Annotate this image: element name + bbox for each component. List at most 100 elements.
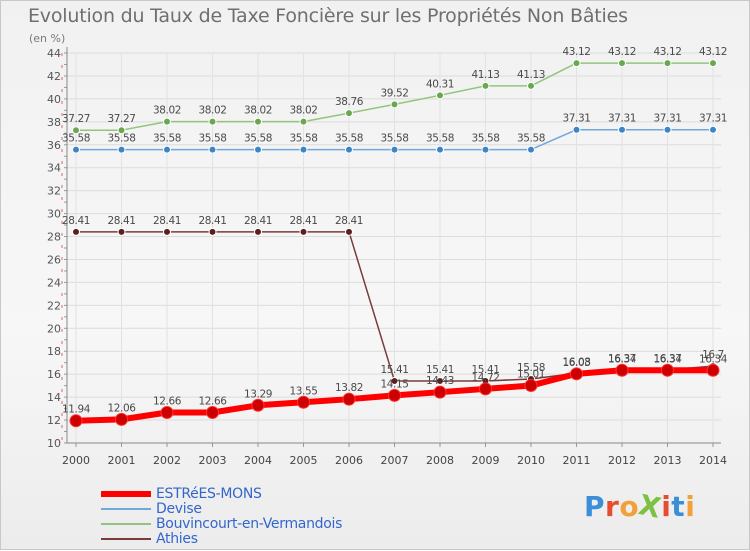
data-point <box>72 227 80 236</box>
x-tick-label: 2009 <box>472 454 500 467</box>
data-point <box>663 59 672 68</box>
y-tick-label: 38 <box>47 116 61 129</box>
data-label: 37.27 <box>107 113 135 125</box>
data-label: 14.72 <box>471 372 499 384</box>
data-point <box>208 227 217 236</box>
data-point <box>706 363 720 377</box>
x-tick-label: 2006 <box>335 454 363 467</box>
data-label: 37.31 <box>653 113 681 125</box>
data-point <box>615 363 629 377</box>
data-point <box>436 376 444 385</box>
legend-label: Devise <box>156 501 202 517</box>
data-label: 28.41 <box>198 215 226 227</box>
data-label: 38.02 <box>153 105 181 117</box>
data-label: 28.41 <box>244 215 272 227</box>
data-point <box>251 398 265 412</box>
legend-swatch <box>101 508 151 510</box>
data-label: 16.34 <box>653 353 682 365</box>
y-tick-label: 30 <box>47 208 61 221</box>
x-tick-label: 2011 <box>563 454 591 467</box>
data-point <box>618 59 626 68</box>
data-label: 35.58 <box>244 133 272 145</box>
chart-title: Evolution du Taux de Taxe Foncière sur l… <box>28 5 628 27</box>
x-tick-label: 2012 <box>608 454 636 467</box>
unit-label: (en %) <box>29 32 66 45</box>
y-tick-label: 42 <box>47 70 61 83</box>
data-point <box>661 363 674 377</box>
data-label: 35.58 <box>335 133 363 145</box>
data-point <box>345 227 353 236</box>
data-point <box>436 145 444 154</box>
data-point <box>117 126 126 135</box>
data-label: 15.41 <box>380 364 408 376</box>
data-label: 15.58 <box>517 362 545 374</box>
x-tick-label: 2013 <box>654 454 682 467</box>
data-label: 35.58 <box>289 133 317 145</box>
x-tick-label: 2002 <box>153 454 181 467</box>
data-point <box>433 385 447 399</box>
legend-label: ESTRéES-MONS <box>156 486 262 502</box>
x-tick-label: 2008 <box>426 454 454 467</box>
y-tick-label: 26 <box>47 253 61 266</box>
y-tick-label: 12 <box>47 414 61 427</box>
legend-swatch <box>101 491 151 497</box>
data-label: 38.02 <box>289 105 317 117</box>
y-tick-label: 34 <box>47 162 61 175</box>
data-point <box>527 145 535 154</box>
data-point <box>208 145 217 154</box>
data-point <box>299 117 308 126</box>
data-point <box>481 145 490 154</box>
x-tick-label: 2001 <box>108 454 136 467</box>
legend-swatch <box>101 538 151 540</box>
data-label: 35.58 <box>198 133 226 145</box>
data-label: 37.31 <box>608 113 636 125</box>
data-label: 28.41 <box>107 215 135 227</box>
data-label: 12.06 <box>107 402 136 414</box>
data-label: 28.41 <box>335 215 363 227</box>
data-label: 38.02 <box>198 105 226 117</box>
data-label: 35.58 <box>153 133 181 145</box>
data-point <box>254 117 262 126</box>
data-label: 39.52 <box>380 87 408 99</box>
data-label: 14.43 <box>426 375 454 387</box>
data-point <box>570 367 583 381</box>
y-tick-label: 16 <box>47 368 61 381</box>
data-point <box>524 379 538 393</box>
data-label: 35.58 <box>380 133 408 145</box>
y-tick-label: 44 <box>47 47 61 60</box>
data-label: 37.31 <box>699 113 727 125</box>
data-point <box>297 395 310 409</box>
data-point <box>208 117 217 126</box>
data-point <box>254 227 262 236</box>
data-point <box>436 91 444 100</box>
data-point <box>388 388 401 402</box>
data-point <box>390 100 399 109</box>
data-point <box>160 405 174 419</box>
data-point <box>206 405 219 419</box>
data-label: 37.31 <box>562 113 590 125</box>
data-label: 43.12 <box>562 46 590 58</box>
y-tick-label: 20 <box>47 322 61 335</box>
data-label: 16.37 <box>653 353 681 365</box>
y-tick-label: 10 <box>47 437 61 450</box>
data-label: 12.66 <box>153 395 182 407</box>
data-label: 43.12 <box>653 46 681 58</box>
x-tick-label: 2000 <box>62 454 90 467</box>
data-label: 15.41 <box>426 364 454 376</box>
data-point <box>572 59 581 68</box>
data-point <box>299 227 308 236</box>
proxiti-logo: ProXiti <box>584 488 696 525</box>
legend-swatch <box>101 523 151 525</box>
data-label: 40.31 <box>426 78 454 90</box>
data-label: 12.66 <box>198 395 227 407</box>
y-tick-label: 28 <box>47 231 61 244</box>
data-point <box>115 412 128 426</box>
y-tick-label: 24 <box>47 276 61 289</box>
data-label: 28.41 <box>153 215 181 227</box>
data-label: 13.82 <box>335 382 363 394</box>
y-tick-label: 36 <box>47 139 61 152</box>
y-tick-label: 14 <box>47 391 61 404</box>
data-label: 43.12 <box>699 46 727 58</box>
